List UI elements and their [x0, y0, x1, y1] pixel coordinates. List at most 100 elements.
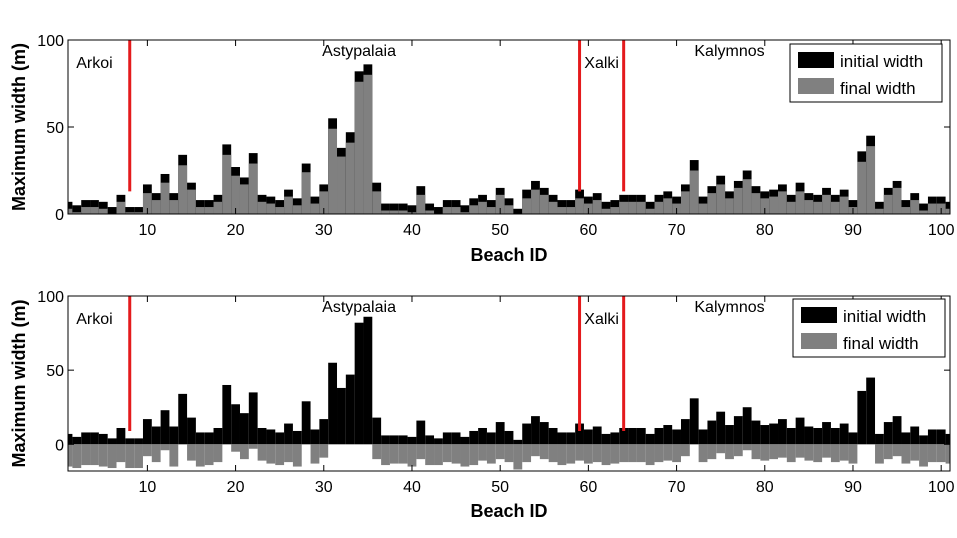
- top-initial-bar: [398, 203, 408, 214]
- bottom-region-label: Astypalaia: [322, 299, 396, 316]
- bottom-initial-bar: [601, 433, 611, 445]
- bottom-final-bar: [116, 444, 126, 463]
- bottom-x-tick-label: 90: [844, 479, 862, 496]
- top-final-bar: [531, 189, 540, 214]
- top-final-bar: [866, 146, 876, 214]
- bottom-x-tick-label: 60: [579, 479, 597, 496]
- bottom-y-tick-label: 0: [55, 437, 64, 454]
- bottom-initial-bar: [698, 429, 708, 445]
- top-final-bar: [663, 198, 673, 214]
- bottom-region-label: Arkoi: [76, 311, 112, 328]
- top-final-bar: [416, 194, 426, 214]
- top-initial-bar: [945, 201, 950, 214]
- bottom-initial-bar: [945, 433, 950, 445]
- top-initial-bar: [919, 203, 928, 214]
- bottom-final-bar: [804, 444, 814, 461]
- top-initial-bar: [601, 201, 611, 214]
- bottom-initial-bar: [663, 425, 673, 445]
- top-final-bar: [778, 191, 787, 214]
- top-final-bar: [927, 203, 937, 214]
- bottom-initial-bar: [566, 432, 576, 445]
- top-final-bar: [698, 203, 708, 214]
- bottom-x-tick-label: 30: [315, 479, 333, 496]
- top-final-bar: [284, 196, 293, 214]
- bottom-final-bar: [539, 444, 549, 460]
- bottom-region-label: Xalki: [584, 311, 619, 328]
- top-final-bar: [628, 201, 637, 214]
- bottom-initial-bar: [539, 422, 549, 445]
- bottom-initial-bar: [81, 432, 91, 445]
- top-legend-initial-label: initial width: [840, 52, 923, 71]
- bottom-initial-bar: [151, 426, 161, 445]
- top-initial-bar: [875, 201, 884, 214]
- top-region-labels: Arkoi Astypalaia Xalki Kalymnos: [76, 43, 764, 72]
- top-final-bar: [566, 207, 576, 214]
- top-panel: 10 20 30 40 50 60 70 80 90 100 0 50 100 Arkoi Astypal…: [9, 33, 955, 265]
- top-separators: [128, 40, 626, 192]
- bottom-initial-bar: [204, 432, 214, 445]
- top-initial-bar: [513, 208, 523, 214]
- top-final-bar: [363, 74, 373, 214]
- bottom-final-bar: [892, 444, 902, 457]
- bottom-initial-bar: [381, 435, 390, 445]
- top-final-bar: [680, 191, 690, 214]
- top-final-bar: [610, 207, 620, 214]
- bottom-y-axis-label: Maximum width (m): [9, 299, 29, 467]
- bottom-x-axis-label: Beach ID: [470, 501, 547, 521]
- bottom-final-bar: [231, 444, 240, 452]
- bottom-final-bar: [90, 444, 99, 466]
- bottom-initial-bar: [813, 427, 823, 445]
- top-final-bar: [381, 210, 390, 214]
- bottom-region-labels: Arkoi Astypalaia Xalki Kalymnos: [76, 299, 764, 328]
- bottom-final-bar: [786, 444, 796, 463]
- bottom-final-bar: [266, 444, 276, 464]
- bottom-final-bar: [319, 444, 329, 458]
- bottom-initial-bar: [389, 435, 399, 445]
- top-final-bar: [839, 196, 849, 214]
- top-x-tick-label: 70: [668, 222, 686, 239]
- top-final-bar: [81, 207, 91, 214]
- bottom-final-bar: [107, 444, 117, 469]
- bottom-initial-bar: [610, 432, 620, 445]
- bottom-final-bar: [460, 444, 470, 467]
- bottom-initial-bar: [134, 438, 143, 445]
- top-x-axis-label: Beach ID: [470, 245, 547, 265]
- top-final-bar: [389, 210, 399, 214]
- bottom-final-bar: [442, 444, 452, 463]
- bottom-initial-bar: [919, 435, 928, 445]
- top-y-axis-label: Maximum width (m): [9, 43, 29, 211]
- top-x-tick-label: 10: [138, 222, 156, 239]
- bottom-final-bar: [680, 444, 690, 457]
- bottom-initial-bar: [751, 420, 761, 445]
- bottom-final-bar: [901, 444, 911, 464]
- bottom-final-bar: [68, 444, 73, 467]
- top-x-tick-label: 20: [227, 222, 245, 239]
- bottom-final-bar: [875, 444, 884, 464]
- bottom-initial-bar: [107, 438, 117, 445]
- bottom-initial-bar: [830, 427, 840, 445]
- bottom-initial-bar: [680, 419, 690, 445]
- bottom-initial-bar: [407, 436, 417, 445]
- bottom-separators: [128, 296, 626, 431]
- top-initial-bar: [68, 201, 73, 214]
- bottom-initial-bar: [90, 432, 99, 445]
- bottom-final-bar: [504, 444, 514, 463]
- bottom-initial-bar: [822, 422, 831, 445]
- bottom-initial-bar: [927, 429, 937, 445]
- bottom-initial-bar: [495, 422, 505, 445]
- top-final-bar: [495, 194, 505, 214]
- top-final-bar: [213, 201, 223, 214]
- bottom-initial-bar: [284, 423, 293, 445]
- bottom-final-bar: [936, 444, 946, 463]
- top-region-label: Xalki: [584, 55, 619, 72]
- top-region-label: Arkoi: [76, 55, 112, 72]
- bottom-x-tick-label: 10: [138, 479, 156, 496]
- top-final-bar: [486, 207, 496, 214]
- bottom-x-tick-label: 100: [928, 479, 955, 496]
- bottom-initial-bar: [804, 426, 814, 445]
- bottom-initial-bar: [222, 384, 232, 445]
- bottom-initial-bar: [425, 435, 435, 445]
- top-final-bar: [619, 201, 629, 214]
- top-legend-initial-swatch: [798, 52, 834, 68]
- bottom-initial-bar: [478, 427, 487, 445]
